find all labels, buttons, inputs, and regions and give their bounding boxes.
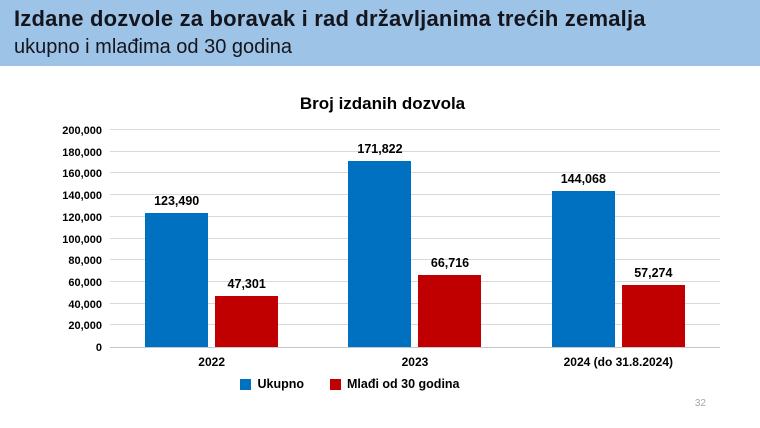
gridline: [110, 302, 720, 304]
y-axis-tick-label: 100,000: [62, 233, 102, 246]
y-axis-tick-label: 60,000: [68, 276, 102, 289]
bar-value-label: 123,490: [154, 194, 200, 209]
chart-legend: Ukupno Mlađi od 30 godina: [45, 377, 655, 391]
chart-title: Broj izdanih dozvola: [299, 94, 466, 113]
bar-mladi: 57,274: [621, 266, 685, 347]
x-axis-tick-label: 2023: [401, 355, 429, 369]
slide-title: Izdane dozvole za boravak i rad državlja…: [14, 6, 646, 31]
y-axis-tick-label: 120,000: [62, 211, 102, 224]
x-axis-tick-label: 2022: [198, 355, 225, 369]
gridline: [110, 280, 720, 282]
gridline: [110, 259, 720, 261]
x-axis-tick-label: 2024 (do 31.8.2024): [563, 355, 674, 369]
legend-item: Mlađi od 30 godina: [330, 377, 460, 391]
bar-mladi: 47,301: [215, 277, 279, 347]
plot-area: 123,490 47,301 171,822 66,716 144,068 57,274: [110, 129, 720, 348]
bar-ukupno: 123,490: [145, 194, 209, 347]
legend-swatch: [240, 378, 252, 390]
gridline: [110, 215, 720, 217]
gridline: [110, 150, 720, 152]
bar-ukupno: 144,068: [551, 172, 615, 347]
gridline: [110, 172, 720, 174]
page-number: 32: [694, 398, 706, 409]
y-axis-tick-label: 200,000: [62, 125, 102, 137]
bar-value-label: 47,301: [227, 276, 266, 291]
y-axis-tick-label: 20,000: [68, 320, 102, 333]
gridline: [110, 129, 720, 130]
slide-subtitle: ukupno i mlađima od 30 godina: [14, 35, 292, 58]
y-axis-labels: 0 20,000 40,000 60,000 80,000 100,000 120,000 1…: [36, 125, 102, 354]
bar-group: 171,822 66,716: [348, 131, 482, 347]
legend-item: Ukupno: [240, 377, 304, 391]
legend-swatch: [330, 378, 341, 390]
legend-label: Mlađi od 30 godina: [347, 377, 460, 391]
bar-ukupno: 171,822: [348, 142, 412, 347]
y-axis-tick-label: 140,000: [62, 190, 102, 203]
bar-value-label: 66,716: [430, 255, 470, 270]
legend-label: Ukupno: [257, 377, 304, 391]
bar-group: 144,068 57,274: [551, 131, 685, 347]
y-axis-tick-label: 80,000: [68, 255, 102, 268]
gridline: [110, 237, 720, 239]
bar-mladi: 66,716: [418, 256, 482, 347]
y-axis-tick-label: 40,000: [68, 298, 102, 311]
y-axis-tick-label: 180,000: [62, 146, 102, 159]
x-axis-labels: 2022 2023 2024 (do 31.8.2024): [110, 355, 720, 369]
bar-group: 123,490 47,301: [145, 131, 279, 347]
gridline: [110, 194, 720, 196]
gridline: [110, 324, 720, 326]
bar-value-label: 57,274: [634, 265, 673, 280]
y-axis-tick-label: 0: [95, 342, 102, 354]
y-axis-tick-label: 160,000: [62, 168, 102, 181]
bar-value-label: 144,068: [560, 171, 606, 186]
slide-header: Izdane dozvole za boravak i rad državlja…: [0, 0, 760, 66]
bar-value-label: 171,822: [357, 141, 403, 156]
